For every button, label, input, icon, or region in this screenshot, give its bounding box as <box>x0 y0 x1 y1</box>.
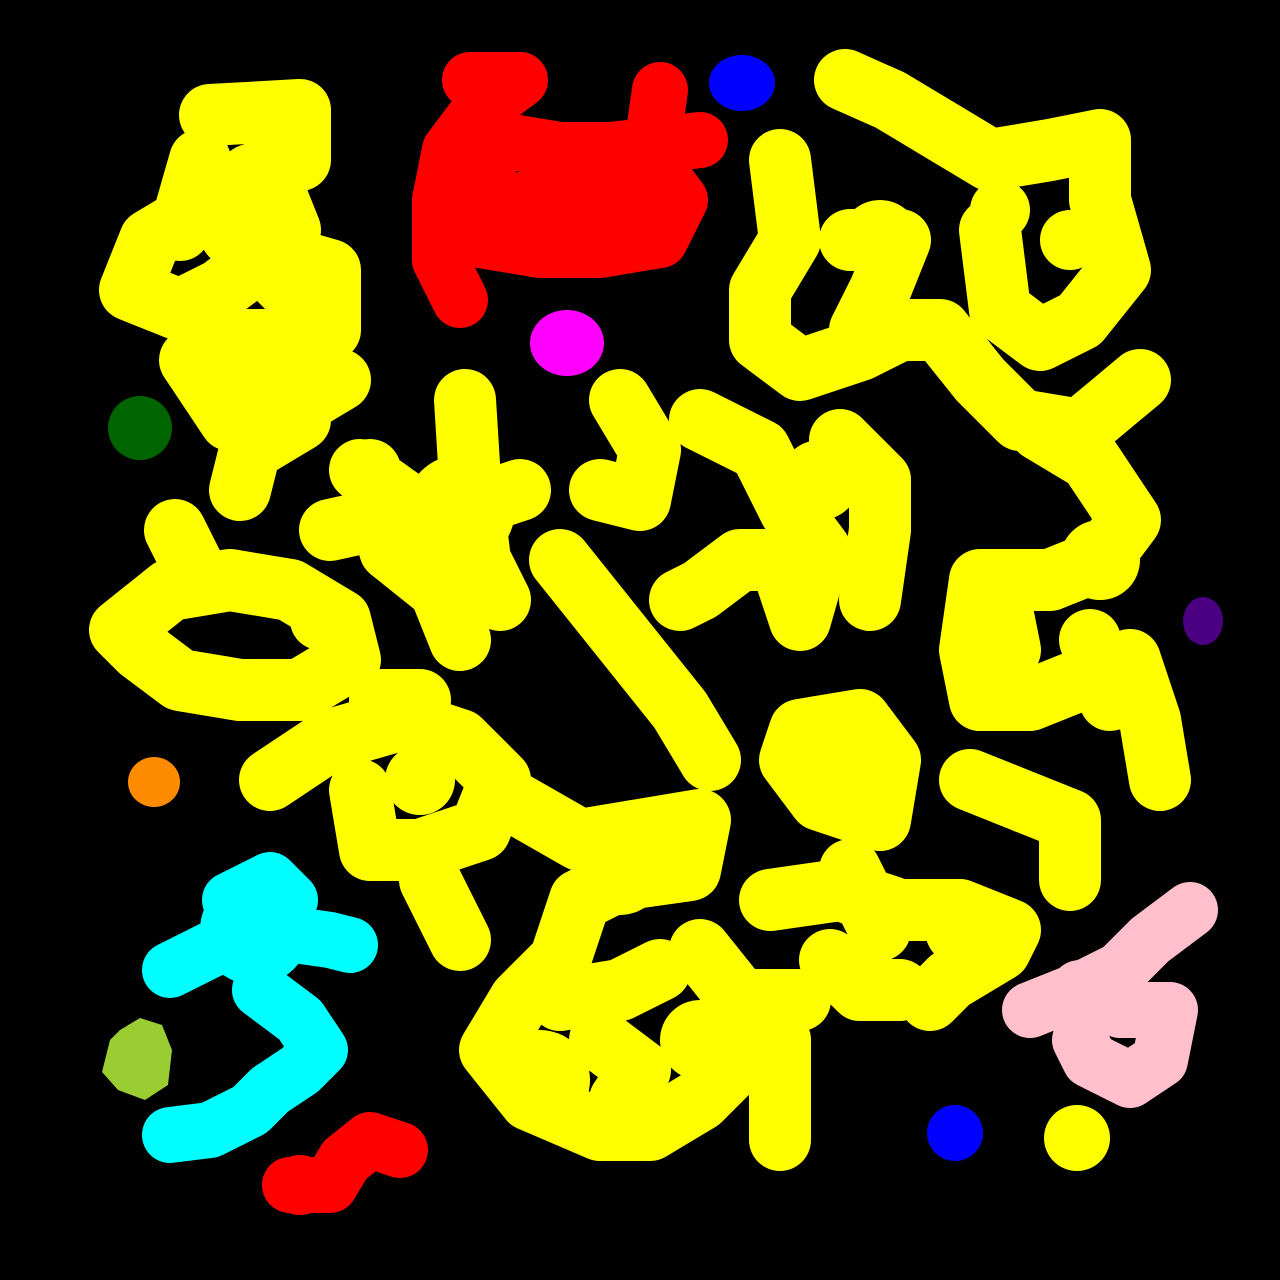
green-dot <box>108 396 172 460</box>
indigo-dot <box>1183 597 1223 645</box>
magenta-dot <box>530 310 604 376</box>
red-blob-region-top <box>412 52 728 328</box>
blue-dot-bottom <box>927 1105 983 1161</box>
orange-dot <box>128 757 180 807</box>
yellow-mass-fills <box>195 165 1140 1130</box>
red-blob-region-bottom <box>262 1112 428 1215</box>
yellow-dot-bottom-right <box>1044 1105 1110 1171</box>
blue-dot-top <box>709 55 775 111</box>
yellowgreen-blob <box>102 1018 172 1100</box>
large-yellow-blob-region <box>89 49 1191 1171</box>
cyan-blob-region <box>142 852 378 1163</box>
pink-blob-region <box>1002 882 1218 1108</box>
